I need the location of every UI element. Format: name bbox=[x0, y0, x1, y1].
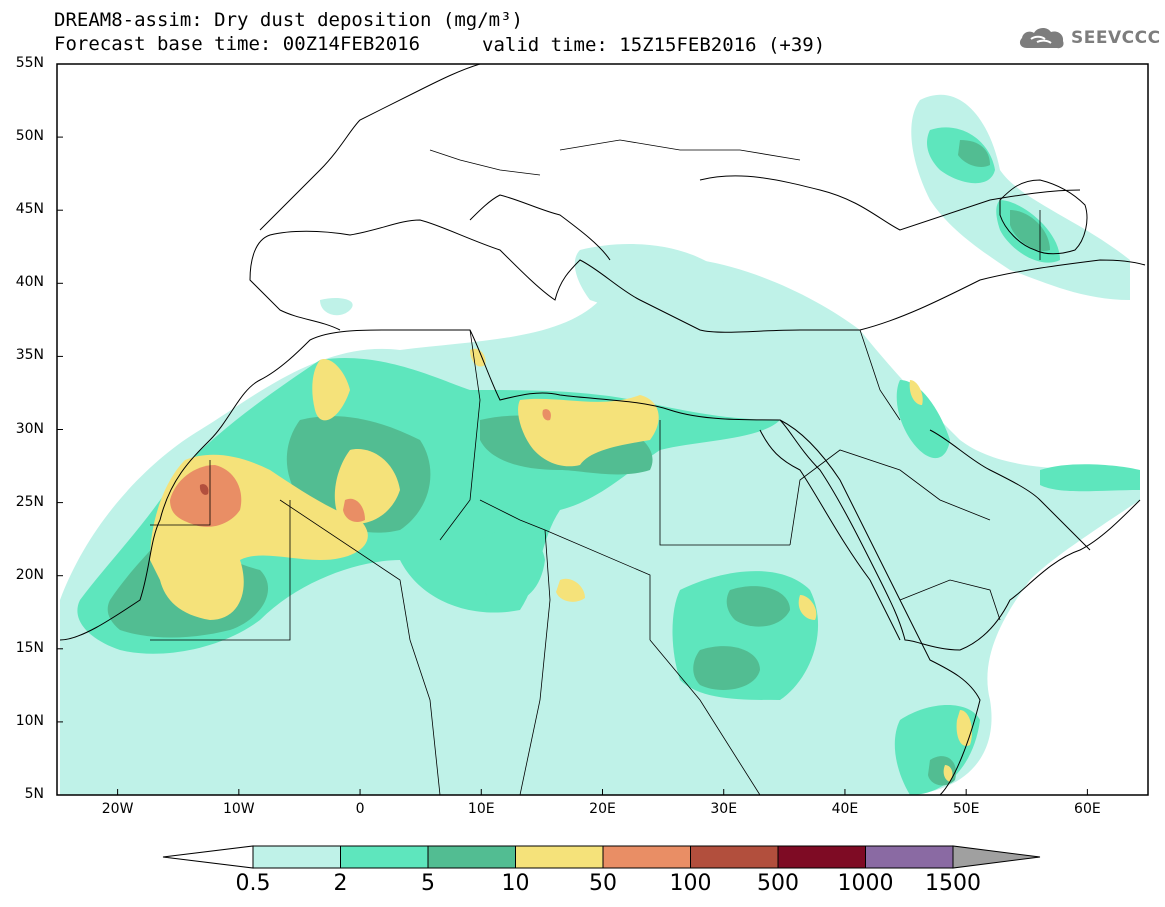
colorbar-label: 1000 bbox=[837, 871, 894, 896]
seevccc-logo: SEEVCCC bbox=[1017, 24, 1161, 52]
dust-level-6 bbox=[199, 484, 209, 495]
colorbar-under-triangle bbox=[162, 845, 254, 869]
axis-ticks bbox=[57, 63, 1088, 796]
colorbar-label: 50 bbox=[589, 871, 617, 896]
lon-label: 10W bbox=[222, 801, 255, 817]
colorbar-swatch bbox=[777, 845, 866, 869]
colorbar-swatch bbox=[690, 845, 779, 869]
valid-time: valid time: 15Z15FEB2016 (+39) bbox=[482, 34, 826, 56]
lon-label: 0 bbox=[355, 801, 365, 817]
colorbar-over-triangle bbox=[952, 845, 1041, 869]
lat-label: 30N bbox=[15, 420, 44, 437]
lon-label: 50E bbox=[952, 801, 980, 817]
dust-level-5 bbox=[170, 409, 551, 527]
country-borders bbox=[150, 139, 1041, 795]
lon-label: 30E bbox=[710, 801, 738, 817]
lat-label: 5N bbox=[24, 786, 44, 802]
colorbar-label: 0.5 bbox=[235, 871, 271, 896]
cloud-icon bbox=[1019, 27, 1064, 49]
colorbar-label: 500 bbox=[757, 871, 799, 896]
colorbar-swatch bbox=[602, 845, 691, 869]
lat-label: 10N bbox=[15, 712, 44, 729]
colorbar-swatch bbox=[515, 845, 604, 869]
lat-label: 55N bbox=[15, 55, 44, 71]
lat-label: 20N bbox=[15, 566, 44, 583]
colorbar-label: 1500 bbox=[925, 871, 981, 896]
colorbar-label: 5 bbox=[421, 871, 435, 896]
lon-label: 20W bbox=[101, 801, 134, 817]
colorbar-swatch bbox=[340, 845, 429, 869]
lon-label: 10E bbox=[467, 801, 495, 817]
colorbar-swatch bbox=[252, 845, 341, 869]
colorbar-swatch bbox=[865, 845, 954, 869]
colorbar-label: 100 bbox=[669, 871, 712, 896]
lat-label: 15N bbox=[15, 639, 44, 656]
colorbar-label: 2 bbox=[333, 871, 348, 896]
logo-text: SEEVCCC bbox=[1071, 28, 1161, 48]
map-title: DREAM8-assim: Dry dust deposition (mg/m³… bbox=[54, 9, 523, 31]
lon-label: 40E bbox=[831, 801, 859, 817]
forecast-base-time: Forecast base time: 00Z14FEB2016 bbox=[54, 33, 421, 55]
lat-label: 40N bbox=[15, 274, 44, 291]
colorbar-label: 10 bbox=[501, 871, 530, 896]
colorbar-swatch bbox=[427, 845, 516, 869]
lat-label: 45N bbox=[15, 201, 44, 218]
lat-label: 50N bbox=[15, 128, 44, 145]
colorbar bbox=[162, 845, 1041, 869]
lat-label: 25N bbox=[15, 493, 44, 510]
coastlines bbox=[59, 64, 1146, 795]
lon-label: 20E bbox=[589, 801, 616, 817]
lat-label: 35N bbox=[15, 347, 44, 364]
lon-label: 60E bbox=[1074, 801, 1101, 817]
